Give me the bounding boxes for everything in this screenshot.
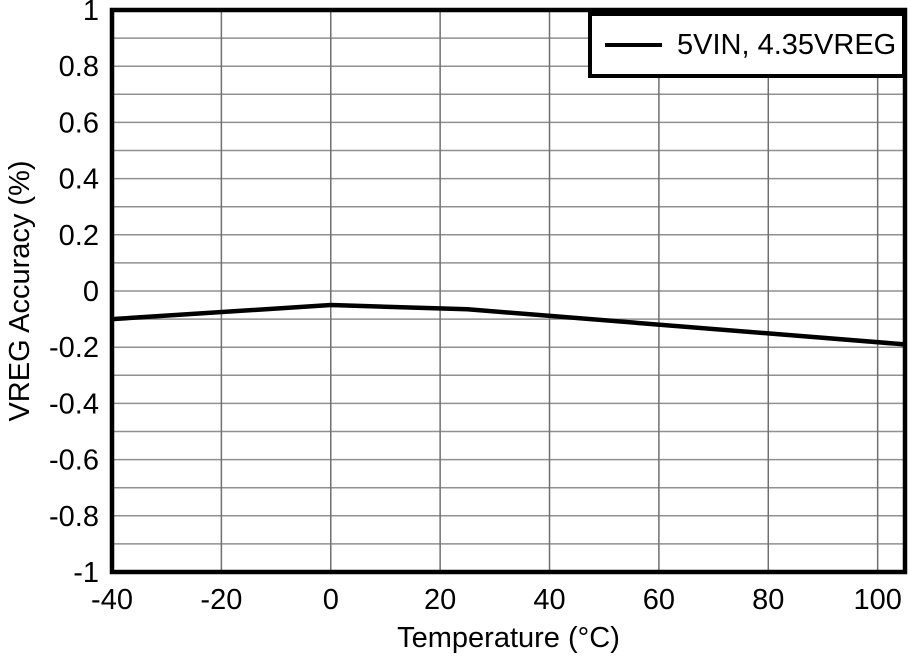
x-tick-label: 100 [853,584,901,616]
x-tick-label: -20 [200,584,242,616]
plot-border [109,7,908,575]
y-tick-label: 0.8 [59,51,99,83]
y-tick-label: -0.6 [49,445,99,477]
y-tick-label: -0.2 [49,332,99,364]
y-tick-label: 0.4 [59,164,99,196]
x-axis-title: Temperature (°C) [397,622,620,654]
x-tick-label: -40 [91,584,133,616]
y-tick-label: 0 [83,276,99,308]
data-line [111,302,906,347]
x-tick-label: 20 [424,584,456,616]
y-tick-label: 0.2 [59,220,99,252]
x-tick-label: 60 [643,584,675,616]
x-tick-label: 40 [533,584,565,616]
y-tick-label: 0.6 [59,107,99,139]
legend-line-swatch [605,43,662,47]
legend: 5VIN, 4.35VREG [588,12,906,78]
y-axis-title: VREG Accuracy (%) [4,160,36,422]
x-tick-label: 80 [752,584,784,616]
y-tick-label: -0.4 [49,388,99,420]
legend-label: 5VIN, 4.35VREG [677,28,897,61]
y-tick-label: -1 [73,557,99,589]
y-tick-label: 1 [83,0,99,27]
x-tick-label: 0 [323,584,339,616]
y-tick-label: -0.8 [49,501,99,533]
